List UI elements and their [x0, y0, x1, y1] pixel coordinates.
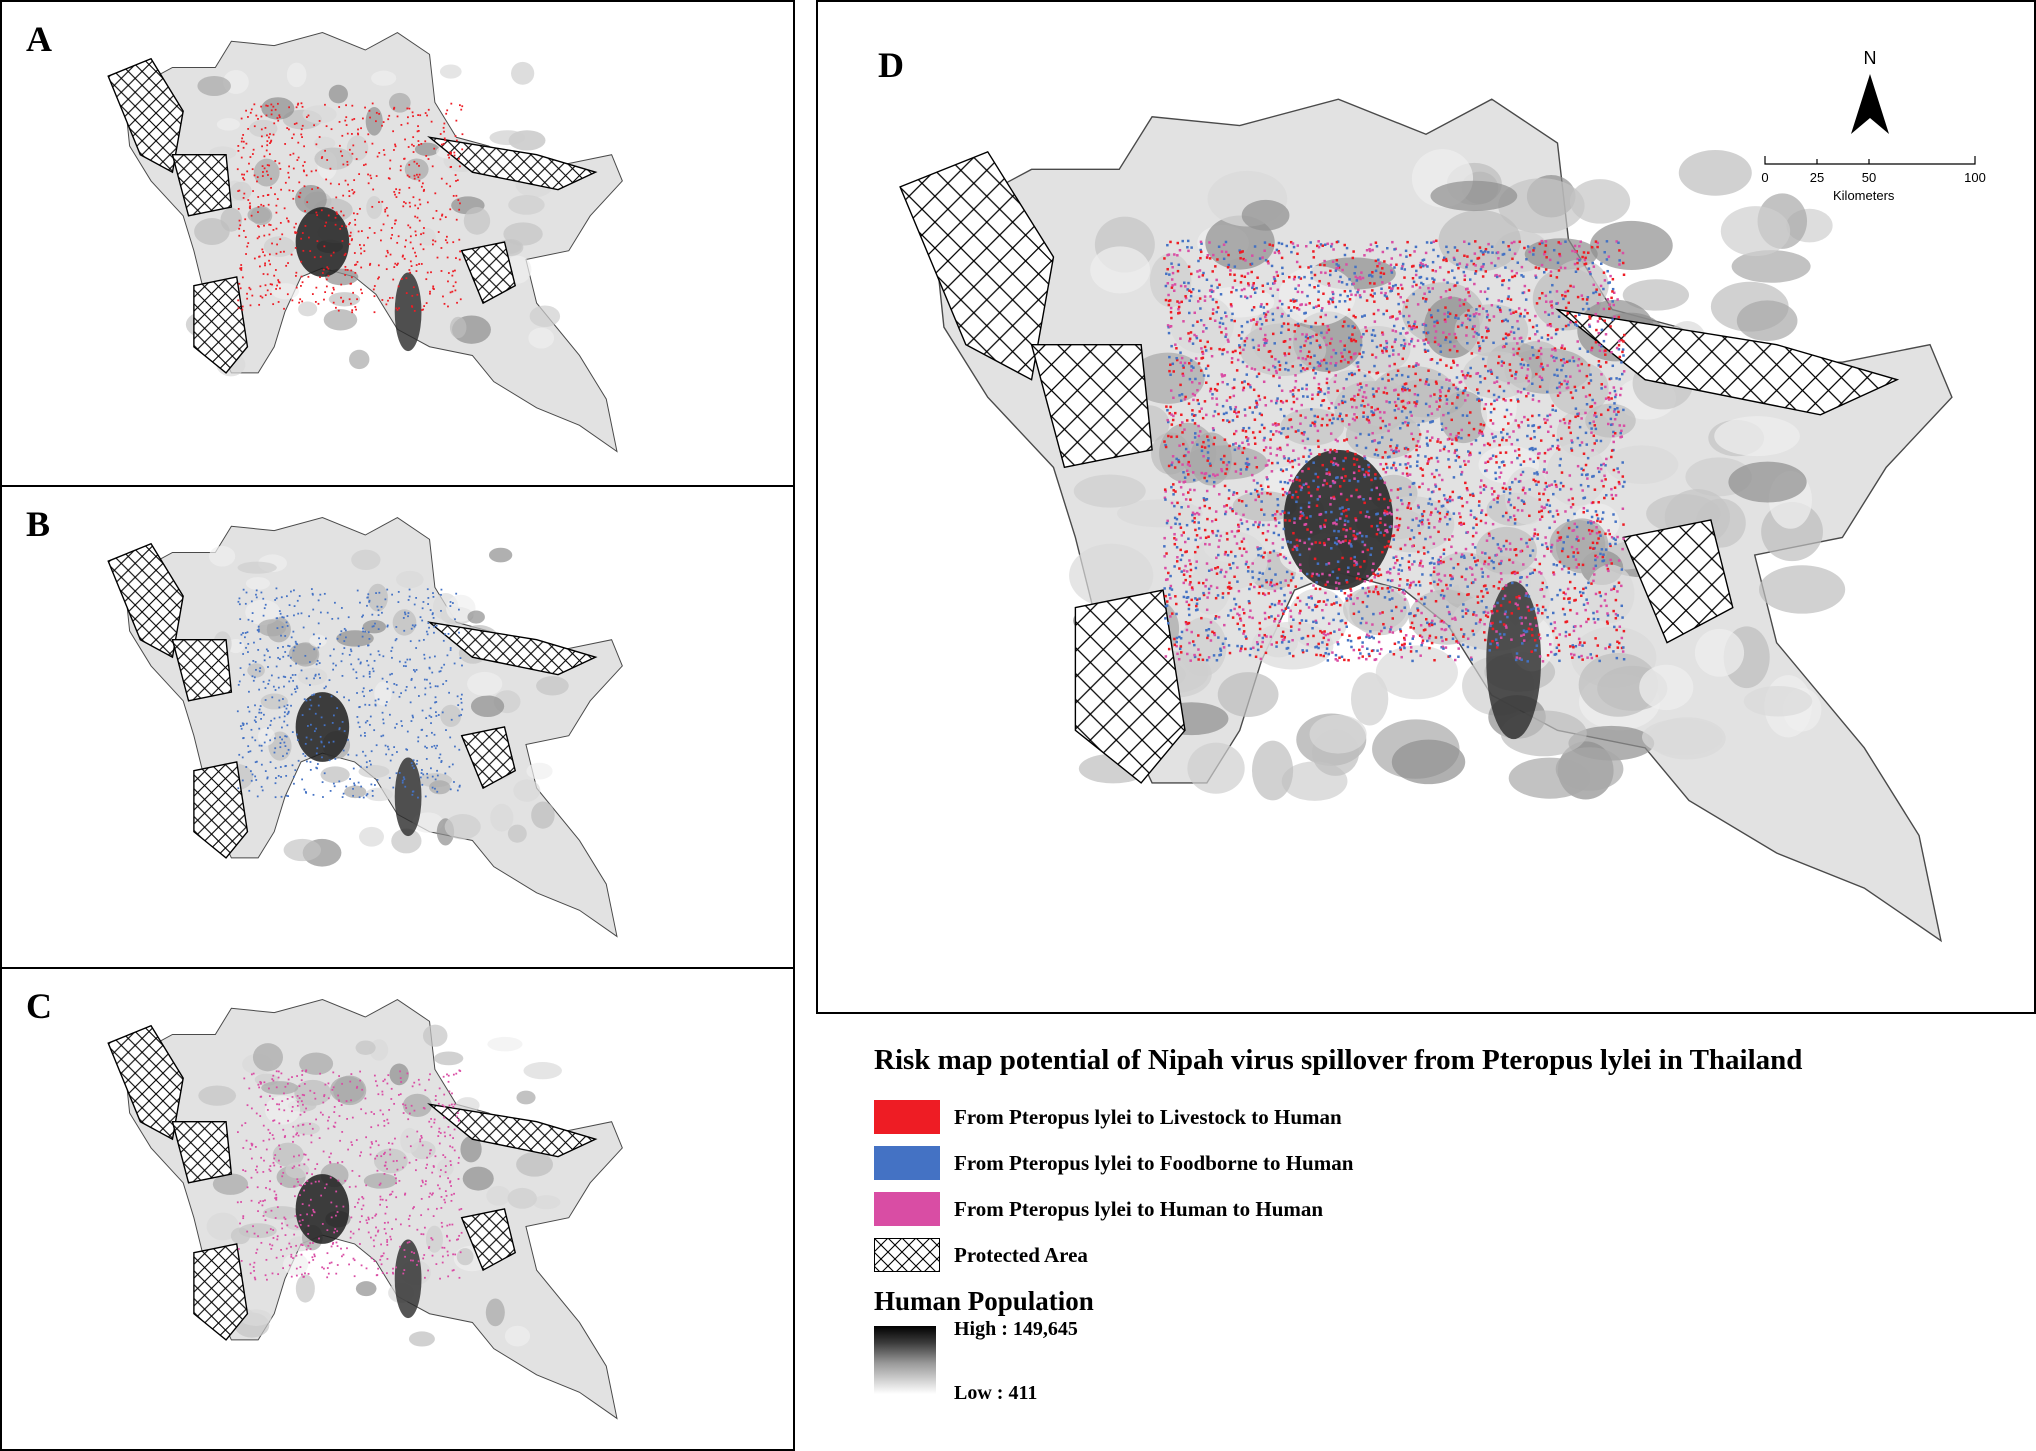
region-map-b	[107, 516, 623, 938]
map-b-svg	[107, 516, 623, 938]
north-label: N	[1863, 48, 1877, 68]
region-map-a	[107, 31, 623, 453]
map-panel-d: D	[816, 0, 2036, 1014]
legend-swatch-crosshatch	[874, 1238, 940, 1272]
map-c-svg	[107, 998, 623, 1420]
legend-label-protected-area: Protected Area	[954, 1243, 1088, 1267]
north-arrow-icon	[1851, 74, 1889, 134]
legend-swatch-human	[874, 1192, 940, 1226]
map-a-svg	[107, 31, 623, 453]
panel-label-c: C	[26, 986, 52, 1026]
legend-swatch-foodborne	[874, 1146, 940, 1180]
legend-swatch-livestock	[874, 1100, 940, 1134]
legend-label-foodborne: From Pteropus lylei to Foodborne to Huma…	[954, 1151, 1354, 1175]
region-map-c	[107, 998, 623, 1420]
legend-title: Risk map potential of Nipah virus spillo…	[874, 1044, 1803, 1076]
scale-bar-graphic	[1764, 156, 1976, 165]
legend-label-human: From Pteropus lylei to Human to Human	[954, 1197, 1324, 1221]
scale-unit: Kilometers	[1833, 188, 1895, 203]
scale-tick-100: 100	[1964, 170, 1986, 185]
panel-label-d: D	[878, 45, 904, 85]
map-d-svg	[899, 98, 1953, 943]
population-high-label: High : 149,645	[954, 1318, 1078, 1340]
population-low-label: Low : 411	[954, 1382, 1038, 1404]
legend-label-livestock: From Pteropus lylei to Livestock to Huma…	[954, 1105, 1342, 1129]
population-color-ramp	[874, 1326, 936, 1394]
scale-tick-50: 50	[1861, 170, 1877, 185]
map-legend: Risk map potential of Nipah virus spillo…	[872, 1038, 2022, 1438]
scale-tick-0: 0	[1761, 170, 1769, 185]
map-panel-b: B	[0, 485, 795, 969]
map-panel-c: C	[0, 967, 795, 1451]
north-arrow: N	[1845, 48, 1895, 138]
panel-label-b: B	[26, 504, 51, 544]
scale-tick-25: 25	[1809, 170, 1825, 185]
scale-bar: 0 25 50 100 Kilometers	[1755, 150, 1986, 206]
region-map-d	[899, 98, 1953, 943]
population-title: Human Population	[874, 1286, 1094, 1316]
panel-label-a: A	[26, 19, 52, 59]
map-panel-a: A	[0, 0, 795, 487]
